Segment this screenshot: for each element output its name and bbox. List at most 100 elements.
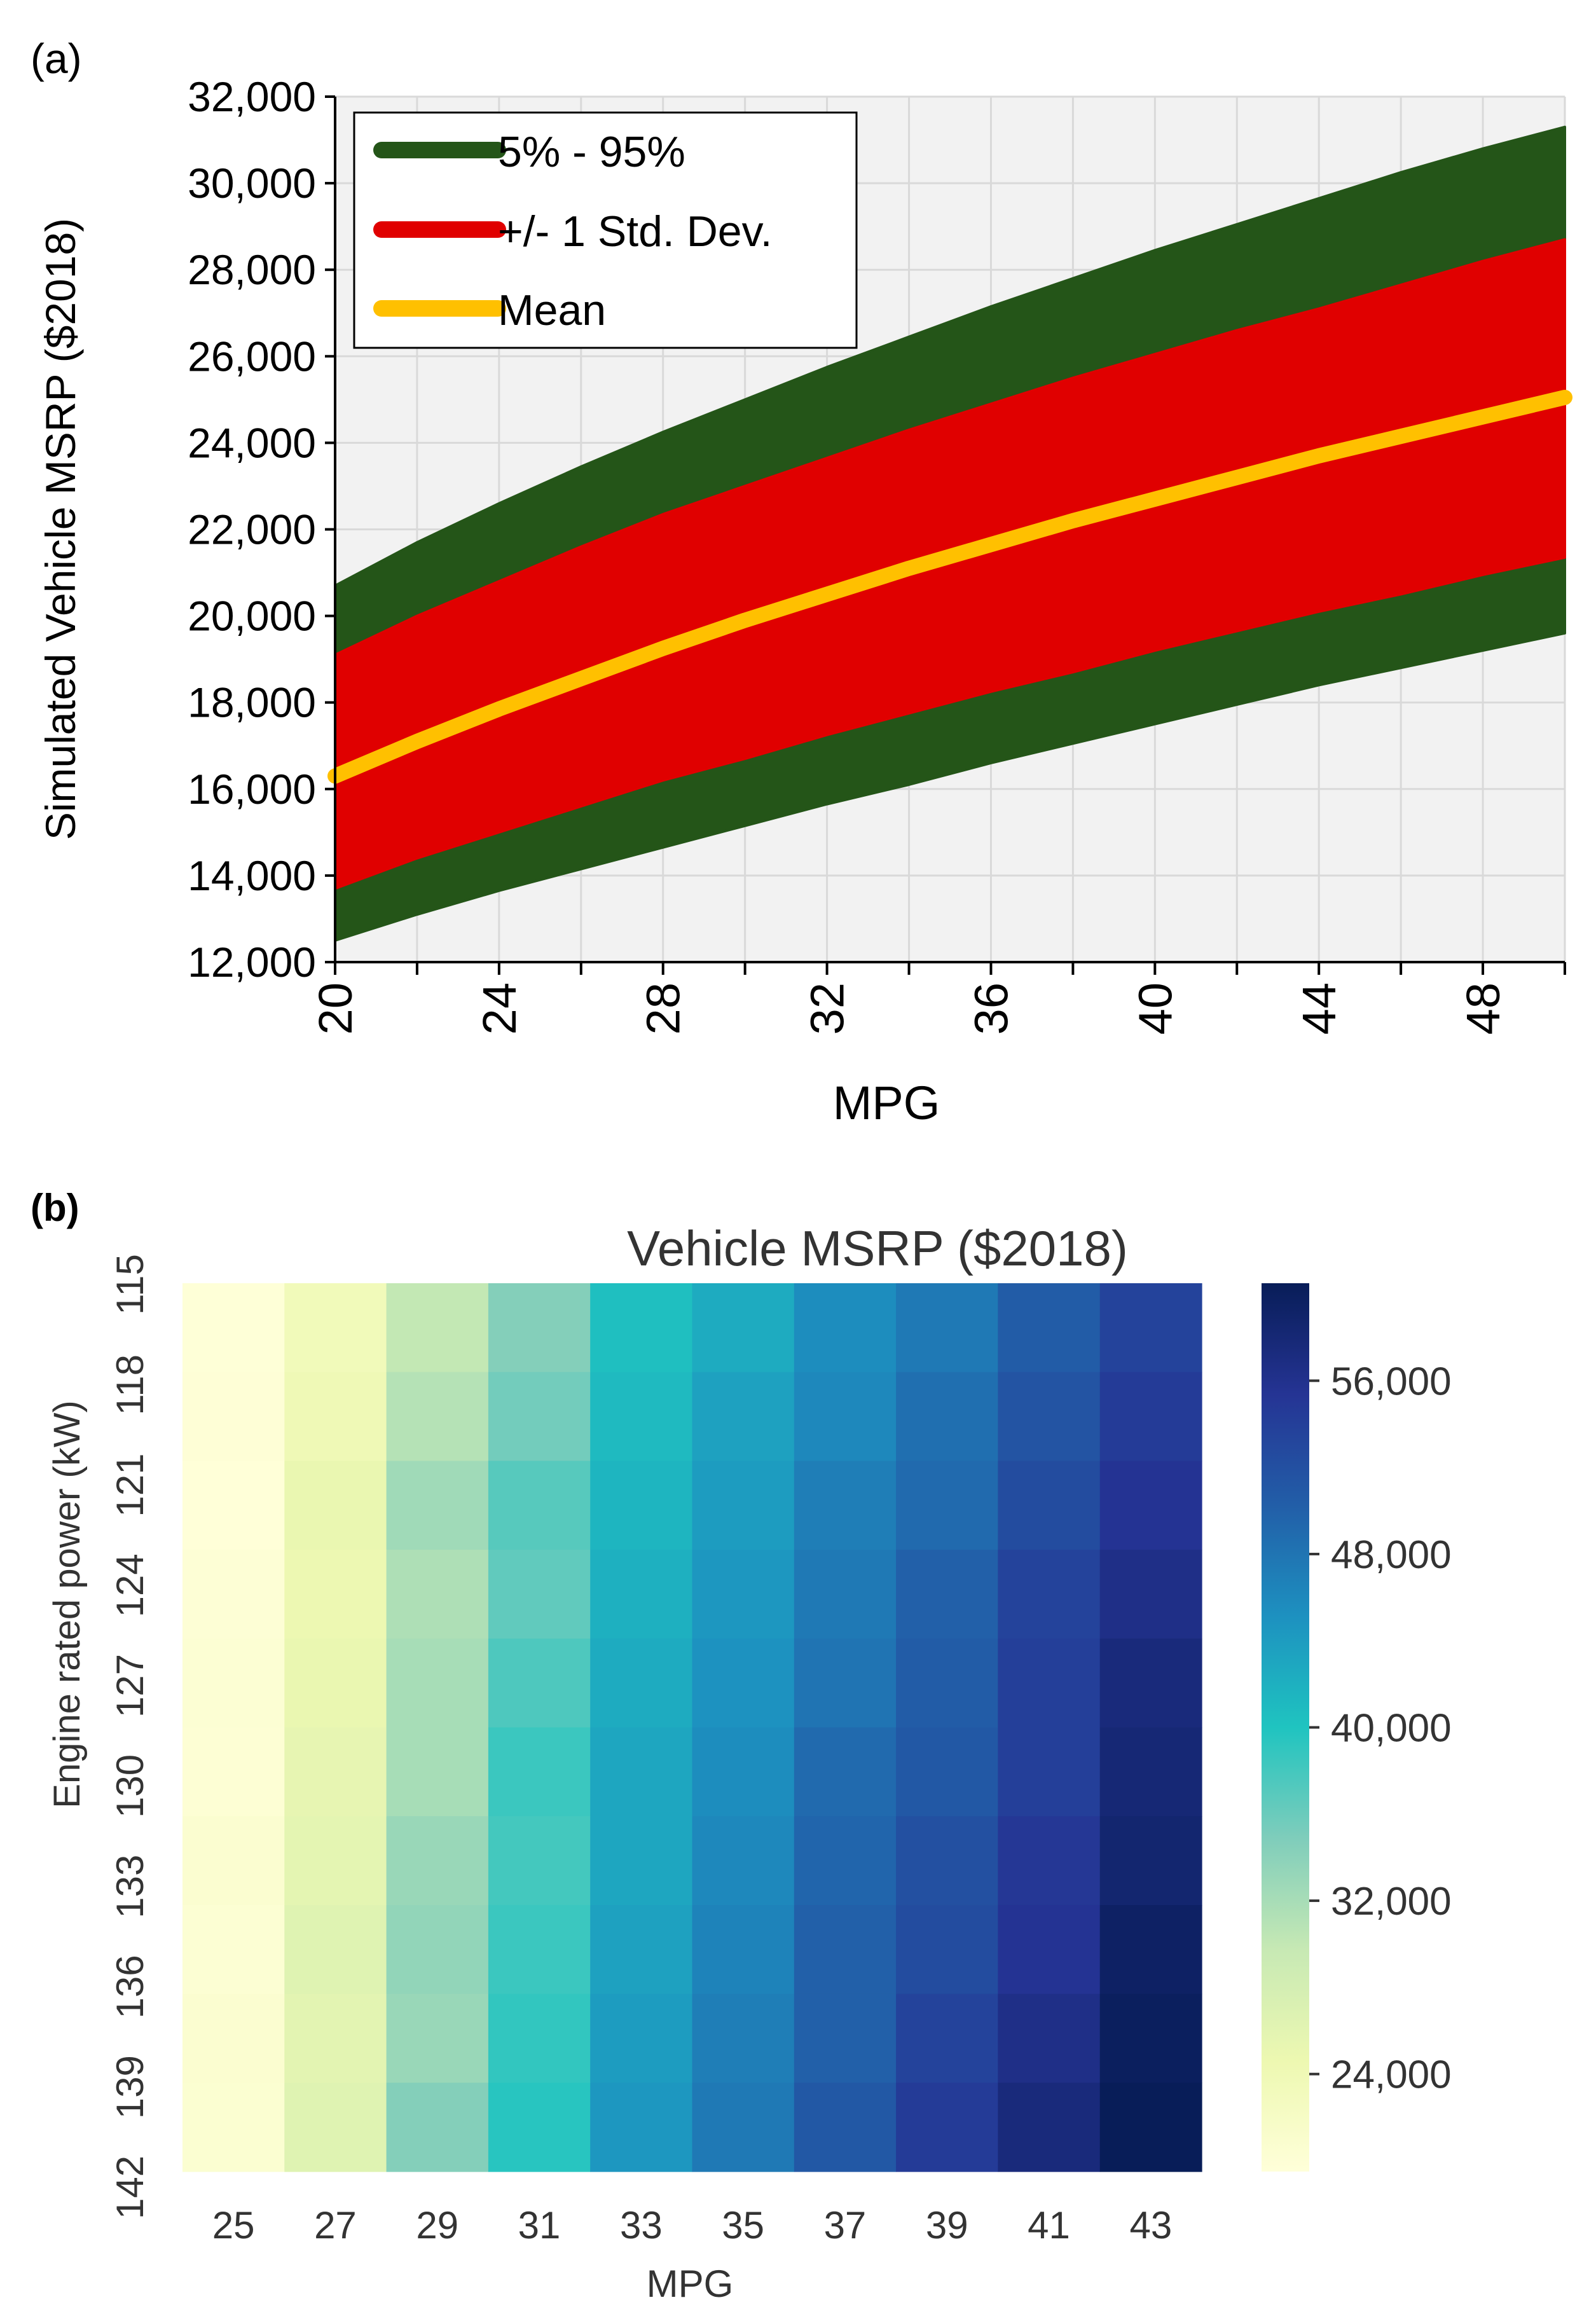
x-tick-label: 32: [801, 982, 854, 1035]
heatmap-cell: [998, 1727, 1101, 1817]
heatmap-cell: [488, 2083, 591, 2172]
heatmap-cell: [284, 1283, 387, 1373]
heatmap-cell: [386, 1727, 489, 1817]
heatmap-cell: [284, 1727, 387, 1817]
heatmap-cell: [1099, 1461, 1202, 1550]
heatmap-cell: [692, 1904, 795, 1995]
heatmap-cell: [896, 1372, 998, 1461]
heatmap-title: Vehicle MSRP ($2018): [627, 1220, 1128, 1276]
y-axis-label-a: Simulated Vehicle MSRP ($2018): [37, 218, 84, 840]
y-tick-label: 127: [109, 1654, 151, 1718]
y-tick-label: 22,000: [188, 506, 316, 553]
heatmap-cell: [896, 2083, 998, 2172]
heatmap-cell: [488, 1994, 591, 2083]
y-tick-label: 133: [109, 1855, 151, 1918]
heatmap-cell: [488, 1638, 591, 1728]
heatmap-cell: [1099, 2083, 1202, 2172]
heatmap-cell: [182, 1727, 285, 1817]
heatmap-cell: [692, 1461, 795, 1550]
heatmap-cell: [1099, 1816, 1202, 1906]
heatmap-cell: [182, 1638, 285, 1728]
heatmap-cell: [896, 1550, 998, 1639]
y-tick-label: 12,000: [188, 939, 316, 986]
heatmap-cell: [488, 1550, 591, 1639]
heatmap-cell: [284, 1638, 387, 1728]
y-tick-label: 16,000: [188, 766, 316, 813]
heatmap-cells: [182, 1283, 1202, 2172]
heatmap-cell: [692, 2083, 795, 2172]
y-tick-label: 20,000: [188, 593, 316, 640]
heatmap-cell: [386, 1904, 489, 1995]
x-axis-label-b: MPG: [647, 2262, 734, 2305]
heatmap-cell: [998, 1638, 1101, 1728]
heatmap-cell: [1099, 1904, 1202, 1995]
heatmap-cell: [998, 1816, 1101, 1906]
heatmap-cell: [182, 1816, 285, 1906]
heatmap-cell: [998, 1461, 1101, 1550]
heatmap-cell: [386, 1638, 489, 1728]
colorbar-ticks: 24,000 32,000 40,000 48,000 56,000: [1309, 1360, 1452, 2097]
heatmap-cell: [590, 1638, 693, 1728]
heatmap-cell: [182, 1994, 285, 2083]
legend-a: 5% - 95% +/- 1 Std. Dev. Mean: [353, 111, 858, 349]
heatmap-cell: [1099, 1727, 1202, 1817]
x-tick-label: 44: [1293, 982, 1345, 1035]
heatmap-cell: [590, 1816, 693, 1906]
y-tick-label: 142: [109, 2156, 151, 2219]
legend-label-mean: Mean: [498, 286, 606, 334]
heatmap-cell: [590, 1461, 693, 1550]
colorbar-tick-label: 56,000: [1331, 1360, 1452, 1403]
y-tick-label: 14,000: [188, 852, 316, 899]
heatmap-cell: [182, 1283, 285, 1373]
colorbar-tick-label: 24,000: [1331, 2053, 1452, 2097]
heatmap-cell: [284, 1550, 387, 1639]
heatmap-cell: [794, 1550, 897, 1639]
y-tick-label: 136: [109, 1955, 151, 2018]
heatmap-cell: [896, 1283, 998, 1373]
y-axis-label-b: Engine rated power (kW): [46, 1400, 88, 1808]
heatmap-cell: [590, 1550, 693, 1639]
heatmap-cell: [488, 1461, 591, 1550]
heatmap-cell: [692, 1638, 795, 1728]
heatmap-cell: [998, 1372, 1101, 1461]
heatmap-cell: [182, 1372, 285, 1461]
heatmap-cell: [182, 1550, 285, 1639]
heatmap-cell: [284, 1994, 387, 2083]
y-tick-label: 121: [109, 1454, 151, 1517]
y-tick-label: 24,000: [188, 419, 316, 466]
heatmap-cell: [896, 1461, 998, 1550]
y-tick-label: 32,000: [188, 73, 316, 120]
heatmap-cell: [794, 1816, 897, 1906]
x-tick-label: 20: [309, 982, 362, 1035]
heatmap-cell: [386, 1550, 489, 1639]
colorbar-tick-label: 32,000: [1331, 1880, 1452, 1924]
y-tick-label: 118: [109, 1354, 151, 1415]
heatmap-cell: [896, 1638, 998, 1728]
heatmap-cell: [386, 1283, 489, 1373]
heatmap-cell: [692, 1727, 795, 1817]
heatmap-cell: [1099, 1638, 1202, 1728]
heatmap-cell: [998, 1904, 1101, 1995]
heatmap-cell: [386, 1816, 489, 1906]
x-tick-label: 48: [1457, 982, 1510, 1035]
heatmap-cell: [794, 1372, 897, 1461]
heatmap-cell: [794, 1283, 897, 1373]
heatmap-cell: [284, 1372, 387, 1461]
y-tick-labels-a: 12,000 14,000 16,000 18,000 20,000 22,000 24,0…: [188, 73, 316, 986]
heatmap-cell: [386, 2083, 489, 2172]
x-tick-labels-b: 25 27 29 31 33 35 37 39 41 43: [212, 2204, 1172, 2247]
heatmap-cell: [896, 1904, 998, 1995]
colorbar: [1262, 1283, 1309, 2172]
x-tick-labels-a: 20 24 28 32 36 40 44 48: [309, 982, 1510, 1035]
heatmap-cell: [590, 1283, 693, 1373]
y-tick-label: 139: [109, 2055, 151, 2119]
heatmap-cell: [182, 2083, 285, 2172]
x-tick-label: 35: [722, 2204, 764, 2247]
heatmap-cell: [386, 1461, 489, 1550]
heatmap-cell: [896, 1816, 998, 1906]
heatmap-cell: [998, 2083, 1101, 2172]
x-tick-label: 33: [620, 2204, 663, 2247]
y-tick-label: 28,000: [188, 246, 316, 293]
heatmap-cell: [1099, 1283, 1202, 1373]
heatmap-cell: [590, 2083, 693, 2172]
